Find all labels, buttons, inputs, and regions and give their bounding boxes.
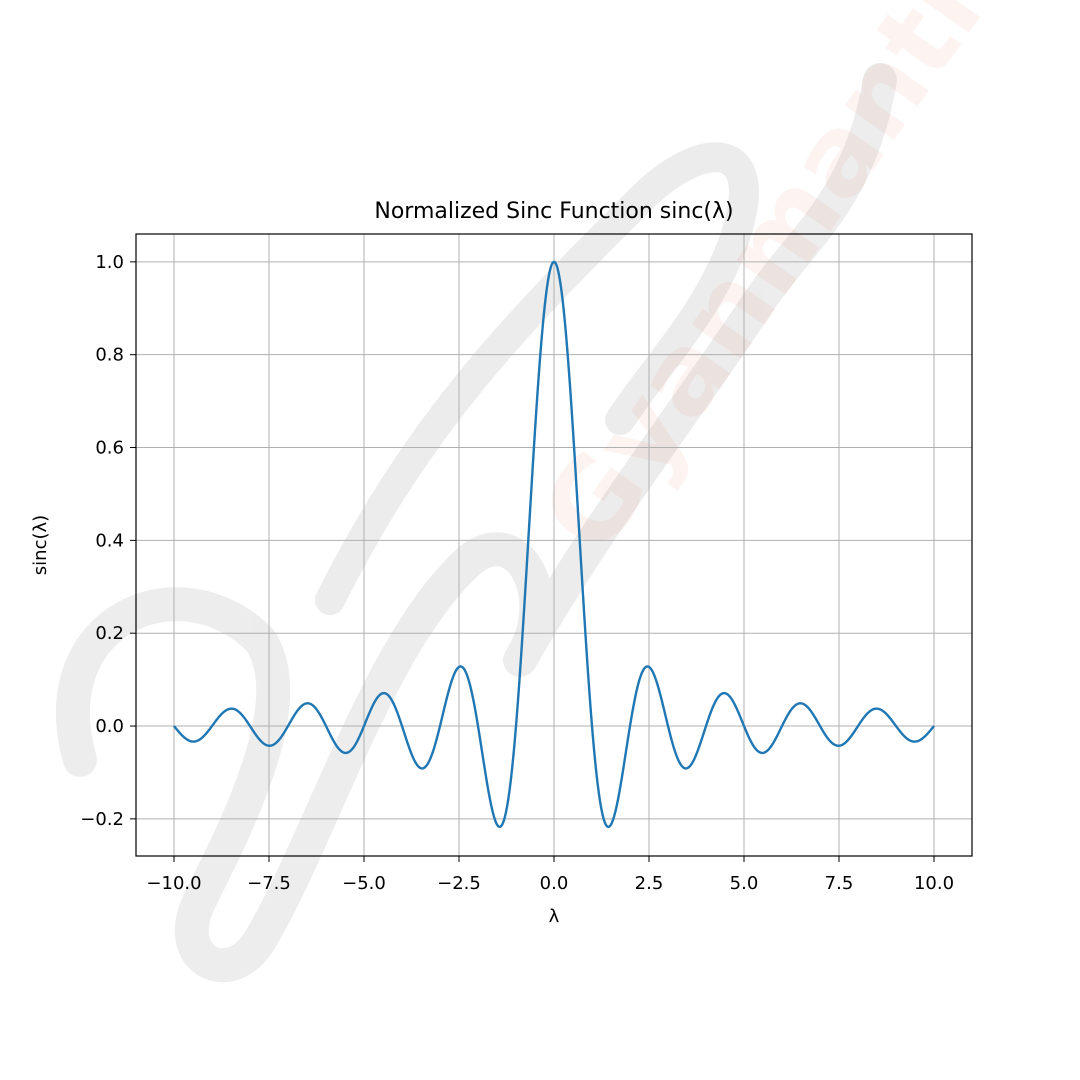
y-tick-label: 1.0 bbox=[95, 252, 124, 273]
x-tick-labels: −10.0 −7.5 −5.0 −2.5 0.0 2.5 5.0 7.5 10.0 bbox=[146, 873, 954, 894]
x-tick-label: −2.5 bbox=[437, 873, 481, 894]
y-tick-label: 0.0 bbox=[95, 716, 124, 737]
y-tick-label: 0.6 bbox=[95, 438, 124, 459]
x-tick-label: −7.5 bbox=[247, 873, 291, 894]
x-axis-label: λ bbox=[549, 906, 560, 927]
watermark-logo bbox=[56, 63, 897, 983]
y-tick-label: −0.2 bbox=[80, 809, 124, 830]
y-tick-labels: −0.2 0.0 0.2 0.4 0.6 0.8 1.0 bbox=[80, 252, 124, 830]
x-tick-label: 0.0 bbox=[540, 873, 569, 894]
tick-marks bbox=[130, 261, 935, 862]
plot-frame bbox=[135, 233, 973, 857]
sinc-series-line bbox=[173, 260, 935, 829]
y-axis-label: sinc(λ) bbox=[30, 515, 51, 575]
watermark-classes-text: Gyanmanthan CLASSES bbox=[516, 0, 1080, 575]
chart-title: Normalized Sinc Function sinc(λ) bbox=[374, 199, 733, 224]
x-tick-label: −5.0 bbox=[342, 873, 386, 894]
x-tick-label: 5.0 bbox=[730, 873, 759, 894]
x-tick-label: 7.5 bbox=[825, 873, 854, 894]
y-tick-label: 0.8 bbox=[95, 345, 124, 366]
x-tick-label: 10.0 bbox=[914, 873, 954, 894]
x-tick-label: −10.0 bbox=[146, 873, 201, 894]
y-tick-label: 0.2 bbox=[95, 623, 124, 644]
series-group bbox=[173, 260, 935, 829]
watermark-text: Gyanmanthan CLASSES bbox=[516, 0, 1080, 575]
x-tick-label: 2.5 bbox=[635, 873, 664, 894]
y-tick-label: 0.4 bbox=[95, 530, 124, 551]
